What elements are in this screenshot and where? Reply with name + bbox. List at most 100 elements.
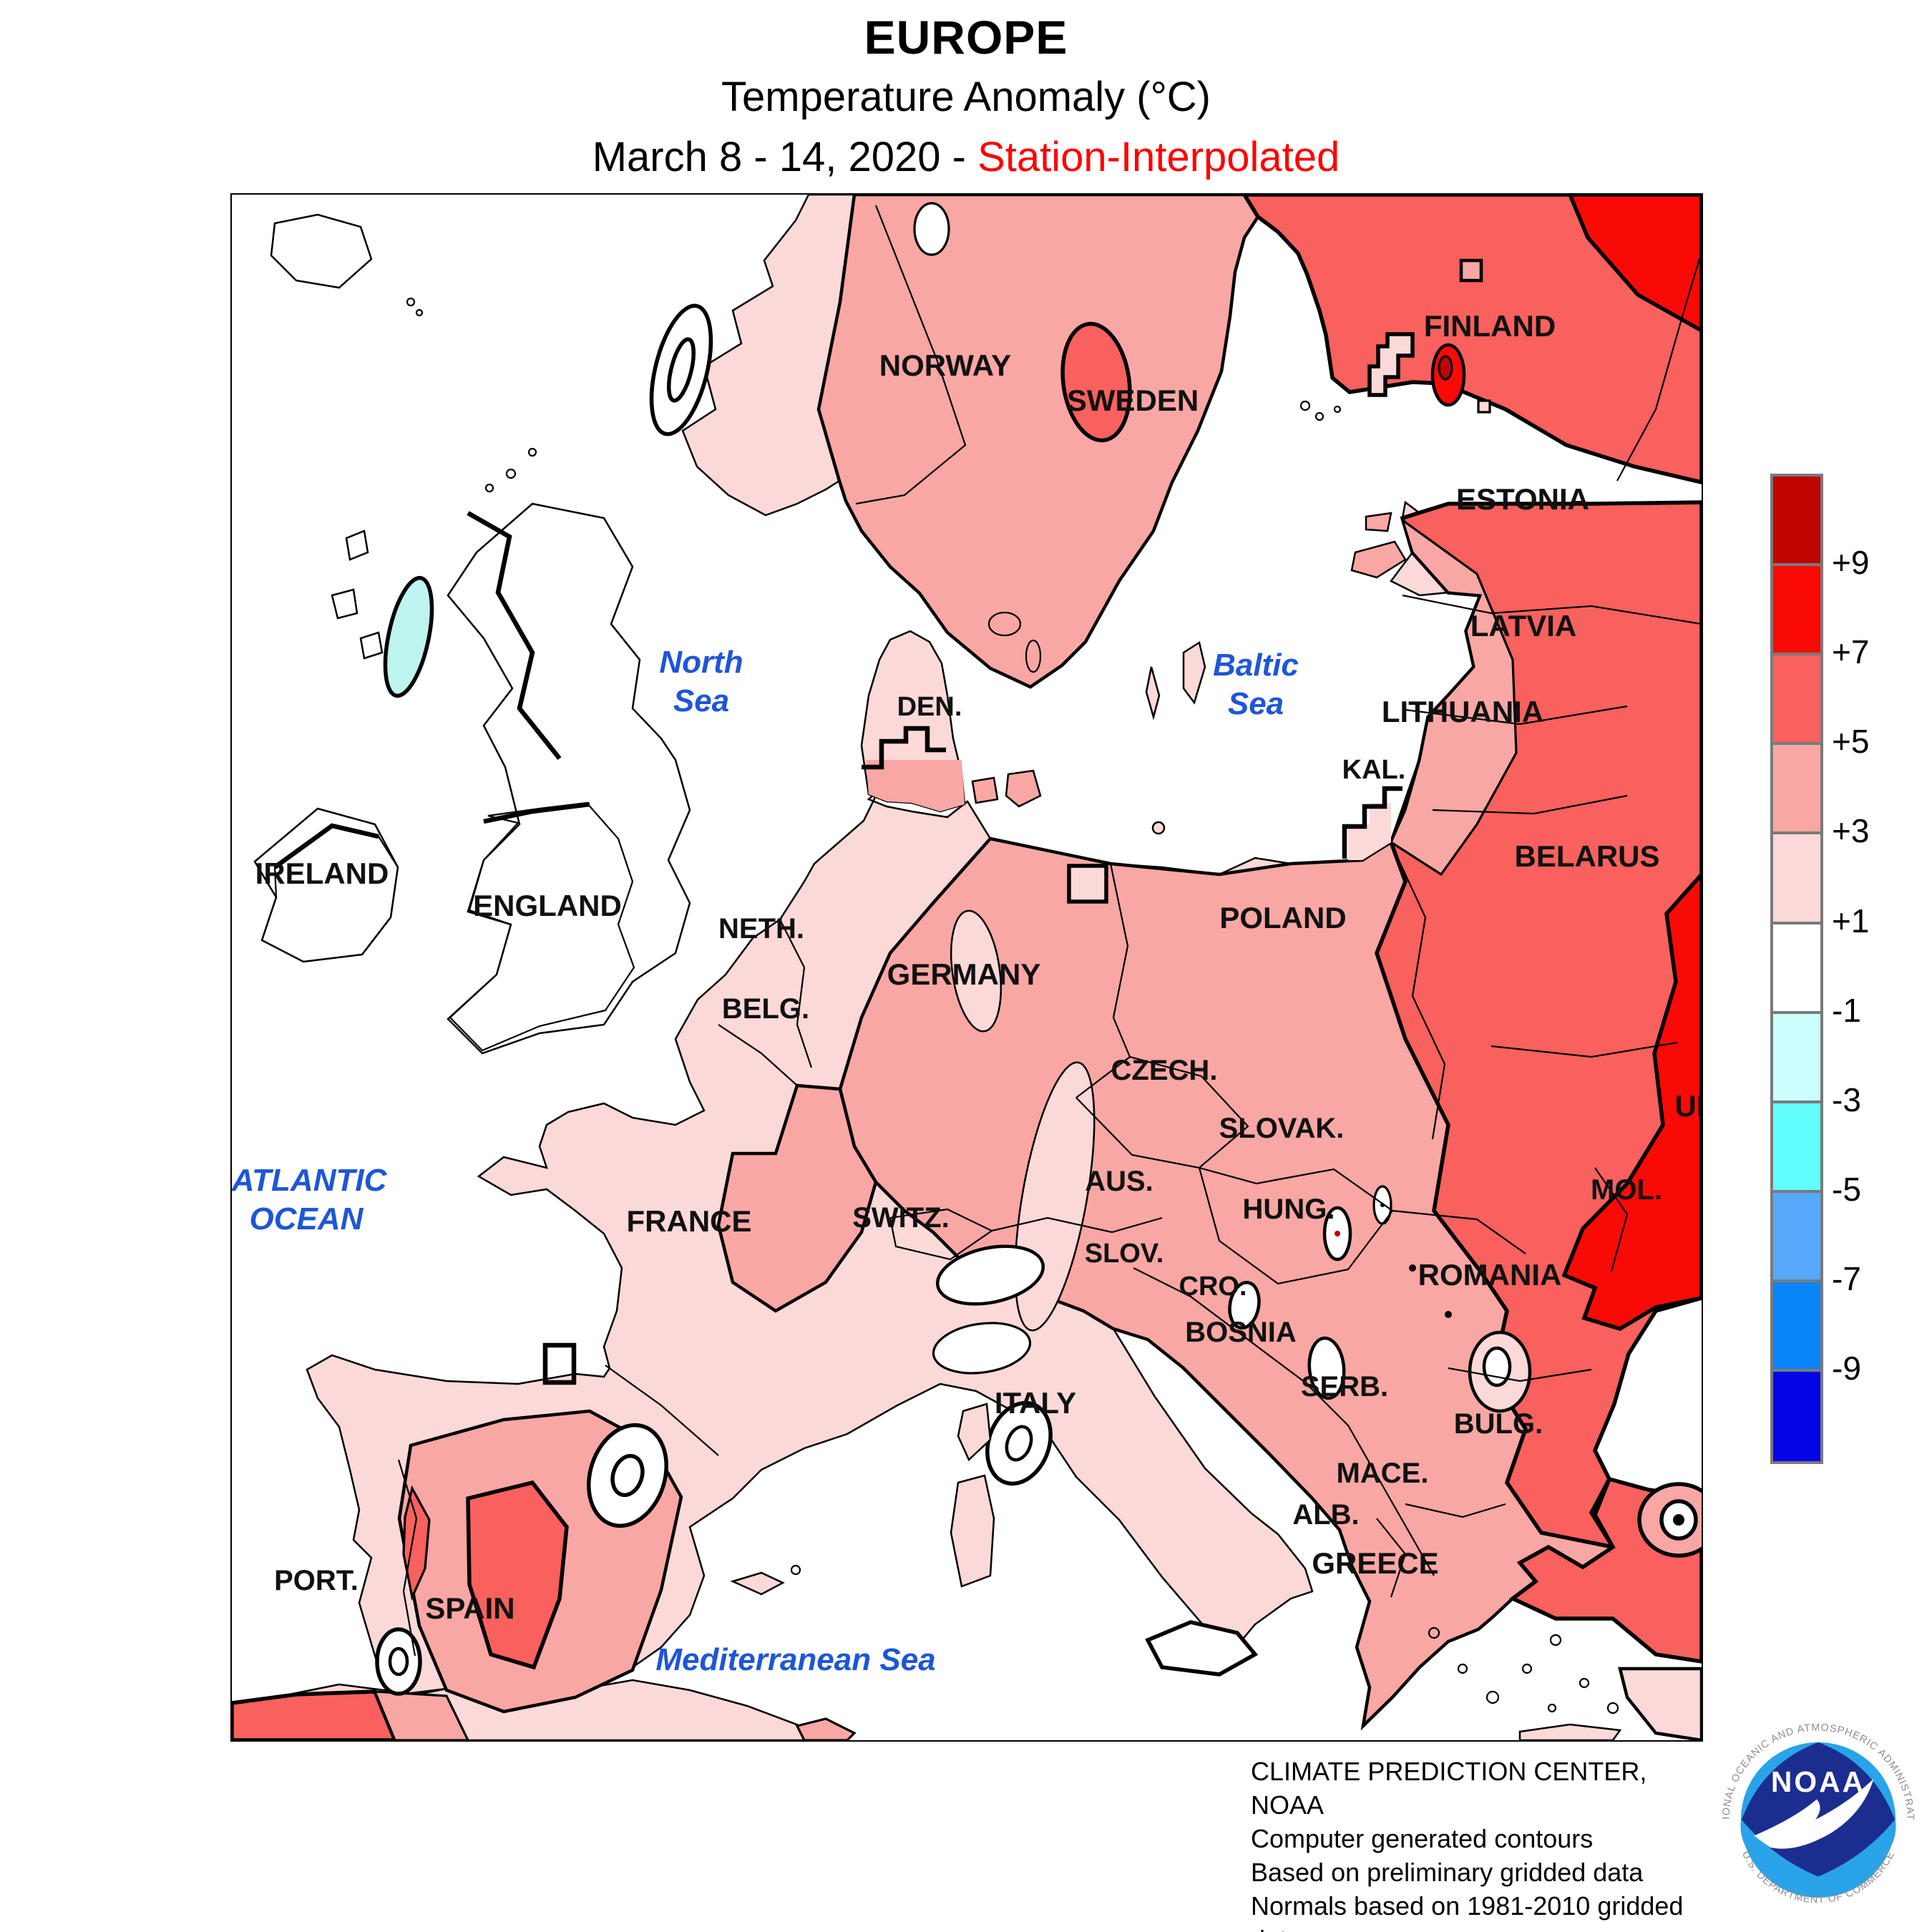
- corsica: [957, 1402, 992, 1462]
- band-salmon-portugal: [402, 1485, 431, 1601]
- colorbar-label--1: -1: [1832, 991, 1861, 1029]
- italy-ring-inner: [1005, 1425, 1033, 1462]
- map-label-bosnia: BOSNIA: [1185, 1317, 1297, 1348]
- colorbar-segment-8: [1770, 1189, 1823, 1285]
- colorbar-segment-3: [1770, 742, 1823, 838]
- norway-white-eye: [649, 303, 713, 436]
- band-light-turkey-se: [1618, 1667, 1702, 1740]
- aegean-isle-8: [1547, 1703, 1557, 1713]
- map-label-czech: CZECH.: [1111, 1055, 1218, 1086]
- map-label-sweden: SWEDEN: [1067, 384, 1199, 417]
- page-dateline: March 8 - 14, 2020 - Station-Interpolate…: [0, 133, 1932, 181]
- map-label-estonia: ESTONIA: [1456, 482, 1589, 516]
- band-light-england: [449, 801, 635, 1052]
- sardinia: [950, 1474, 995, 1588]
- map-label-north-sea-1: North: [659, 645, 743, 680]
- hungary-oval-dot-1: [1335, 1231, 1340, 1236]
- border-fi-ru: [1616, 251, 1702, 482]
- map-label-hungary: HUNG.: [1243, 1194, 1335, 1225]
- credits-line-1: CLIMATE PREDICTION CENTER, NOAA: [1251, 1757, 1647, 1820]
- map-label-ireland: IRELAND: [255, 857, 389, 890]
- border-dinaric: [1133, 1267, 1435, 1576]
- finland-darkred-core: [1438, 355, 1453, 381]
- aegean-isle-6: [1579, 1677, 1590, 1689]
- colorbar-label-+3: +3: [1832, 812, 1870, 850]
- colorbar-label--3: -3: [1832, 1080, 1861, 1118]
- gotland: [1182, 641, 1206, 705]
- page-subtitle: Temperature Anomaly (°C): [721, 74, 1211, 120]
- colorbar-label-+1: +1: [1832, 902, 1870, 940]
- border-lt-by: [1432, 794, 1628, 815]
- map-label-north-sea-2: Sea: [673, 683, 729, 718]
- sicily: [1145, 1620, 1259, 1677]
- logo-wave: [1740, 1821, 1896, 1898]
- colorbar-segment-5: [1770, 921, 1823, 1017]
- colorbar-label-+9: +9: [1832, 544, 1870, 582]
- noaa-logo: NOAA NATIONAL OCEANIC AND ATMOSPHERIC AD…: [1709, 1710, 1928, 1929]
- colorbar-segment-4: [1770, 831, 1823, 927]
- map-label-macedonia: MACE.: [1337, 1458, 1429, 1489]
- colorbar-segment-10: [1770, 1369, 1823, 1464]
- border-pl-east: [1390, 843, 1446, 1140]
- aegean-isle-2: [1457, 1663, 1468, 1674]
- map-label-norway: NORWAY: [879, 348, 1011, 382]
- aegean-isle-4: [1521, 1663, 1533, 1674]
- bulgaria-white-core: [1482, 1346, 1512, 1387]
- aegean-isle-7: [1606, 1702, 1619, 1714]
- orkney-1: [527, 447, 537, 457]
- serbia-white-oval: [1307, 1336, 1346, 1400]
- map-label-atlantic-1: ATLANTIC: [232, 1163, 388, 1198]
- spain-ring-south-inner: [388, 1646, 409, 1677]
- border-at-west: [991, 1216, 1163, 1234]
- colorbar-label-+5: +5: [1832, 723, 1870, 761]
- finland-pink-square: [1459, 258, 1483, 283]
- finland-small-square: [1477, 399, 1491, 414]
- colorbar-label--5: -5: [1832, 1170, 1861, 1208]
- europe-anomaly-map: NORWAY SWEDEN FINLAND ESTONIA LATVIA LITHUANI…: [232, 195, 1702, 1740]
- border-be-fr: [718, 1024, 798, 1086]
- logo-noaa-text: NOAA: [1771, 1765, 1865, 1798]
- ireland-thick-contour: [273, 823, 379, 869]
- balkan-dot-1: [1409, 1264, 1416, 1272]
- map-label-austria: AUS.: [1085, 1166, 1153, 1197]
- band-mid-france-east: [716, 1083, 878, 1313]
- oland: [1145, 666, 1161, 721]
- bornholm: [1151, 821, 1166, 835]
- england-thick-contour: [483, 801, 590, 824]
- border-by-ua: [1491, 1041, 1678, 1058]
- band-salmon-spain: [466, 1480, 569, 1670]
- menorca: [790, 1564, 801, 1576]
- sjaelland: [1005, 769, 1042, 808]
- band-salmon-africa: [232, 1689, 397, 1740]
- britain-land: [447, 502, 691, 1055]
- croatia-white-oval: [1228, 1281, 1261, 1330]
- country-borders: [397, 205, 1702, 1657]
- map-label-portugal: PORT.: [274, 1565, 358, 1596]
- kaliningrad-light: [1348, 803, 1391, 860]
- po-valley-white-patch: [932, 1322, 1032, 1375]
- border-ua-md: [1594, 1167, 1629, 1272]
- finland-light-staircase: [1367, 332, 1415, 397]
- credits-line-2: Computer generated contours: [1251, 1824, 1594, 1853]
- germany-pale-oval: [950, 909, 1002, 1033]
- border-ee-lv: [1402, 594, 1702, 625]
- scotland-cyan-patch: [383, 575, 434, 698]
- band-red-ukraine: [1561, 871, 1702, 1331]
- map-label-switzerland: SWITZ.: [852, 1202, 950, 1234]
- map-label-england: ENGLAND: [473, 889, 622, 922]
- sweden-salmon-blob: [1060, 321, 1132, 443]
- saaremaa: [1350, 540, 1407, 579]
- map-label-netherlands: NETH.: [718, 913, 804, 945]
- scotland-thick-contour: [467, 511, 562, 761]
- map-label-belgium: BELG.: [722, 993, 809, 1025]
- france-white-box: [542, 1342, 577, 1385]
- border-fr-es: [605, 1365, 719, 1456]
- norway-eye-inner-ring: [666, 337, 696, 403]
- aland-3: [1333, 405, 1342, 414]
- map-label-baltic-sea-1: Baltic: [1213, 648, 1299, 683]
- border-ch-ring: [889, 1208, 994, 1261]
- border-nl-de: [779, 919, 813, 1068]
- contour-features: [273, 202, 1702, 1696]
- band-salmon-finland: [1241, 195, 1702, 484]
- hebrides-3: [359, 631, 384, 660]
